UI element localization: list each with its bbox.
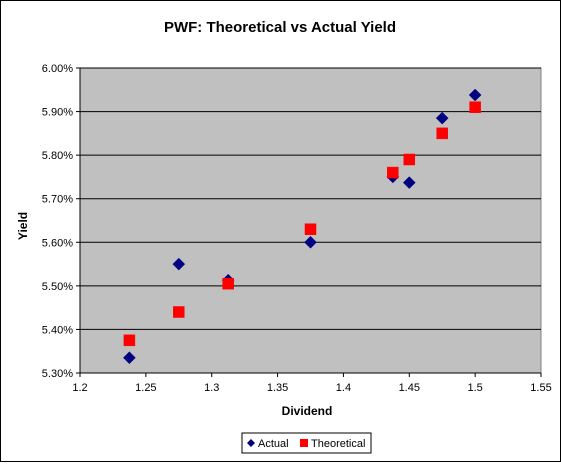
theoretical-point [304, 223, 317, 235]
y-tick-label: 5.80% [42, 150, 73, 162]
x-tick-label: 1.2 [72, 382, 87, 394]
theoretical-point [123, 334, 136, 347]
y-axis-ticks: 5.30% 5.40% 5.50% 5.60% 5.70% 5.80% 5.90% 6.00% [42, 63, 80, 380]
x-tick-label: 1.4 [336, 382, 351, 394]
x-tick-label: 1.25 [135, 382, 156, 394]
x-tick-label: 1.45 [399, 382, 420, 394]
theoretical-point [403, 153, 416, 166]
actual-point [402, 176, 416, 189]
actual-point [304, 235, 317, 249]
actual-point [123, 351, 136, 365]
actual-point [468, 88, 482, 102]
gridlines [80, 67, 541, 374]
legend-items: Actual Theoretical [247, 438, 365, 450]
actual-point [172, 257, 186, 271]
y-tick-label: 5.60% [42, 237, 73, 249]
x-tick-label: 1.5 [467, 382, 482, 394]
legend-actual-label: Actual [258, 438, 289, 450]
plot-area [79, 67, 542, 374]
x-tick-label: 1.55 [530, 382, 551, 394]
actual-point [435, 111, 449, 125]
legend-theoretical-marker [300, 439, 308, 447]
y-axis-label: Yield [16, 212, 30, 240]
y-tick-label: 5.90% [42, 107, 73, 119]
y-tick-label: 5.30% [42, 368, 73, 380]
theoretical-point [173, 306, 185, 318]
chart-title: PWF: Theoretical vs Actual Yield [164, 19, 396, 36]
legend-theoretical-label: Theoretical [311, 438, 365, 450]
theoretical-point [222, 277, 234, 290]
x-axis-label: Dividend [282, 404, 333, 418]
theoretical-point [469, 101, 481, 113]
x-tick-label: 1.35 [267, 382, 288, 394]
series-layer [123, 88, 482, 365]
y-tick-label: 6.00% [42, 63, 73, 75]
x-axis-ticks: 1.2 1.25 1.3 1.35 1.4 1.45 1.5 1.55 [72, 68, 552, 394]
y-tick-label: 5.50% [42, 281, 73, 293]
theoretical-point [436, 127, 448, 140]
theoretical-point [387, 166, 399, 179]
y-tick-label: 5.70% [42, 194, 73, 206]
series-theoretical [123, 101, 481, 347]
legend: Actual Theoretical [241, 432, 372, 454]
legend-actual-marker [247, 439, 255, 447]
x-tick-label: 1.3 [204, 382, 219, 394]
y-tick-label: 5.40% [42, 324, 73, 336]
